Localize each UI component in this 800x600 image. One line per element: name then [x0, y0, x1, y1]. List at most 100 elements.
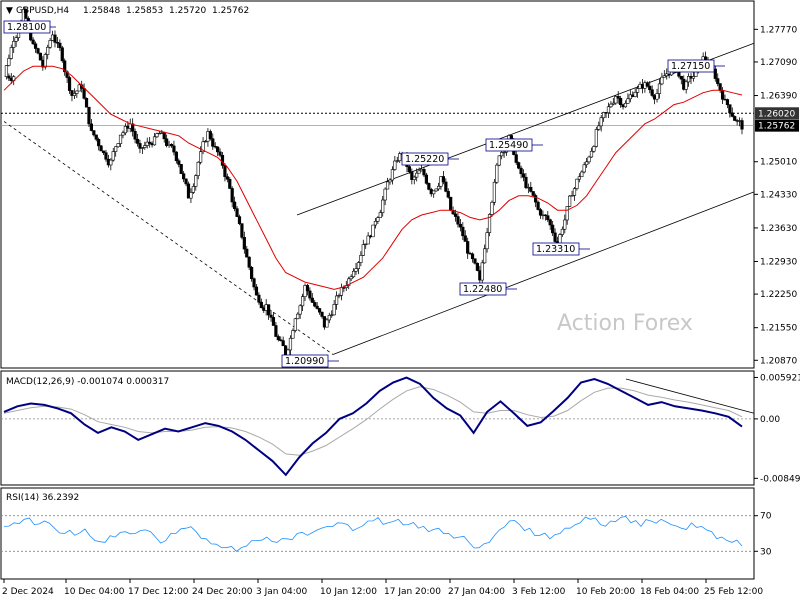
candle-body — [725, 99, 730, 106]
candle-body — [257, 294, 261, 303]
time-tick-label: 3 Feb 12:00 — [512, 587, 566, 597]
candle-body — [308, 290, 312, 299]
candle-body — [361, 244, 365, 256]
price-annotation-label: 1.20990 — [285, 356, 324, 367]
candle-body — [354, 268, 358, 272]
candle-body — [432, 190, 436, 195]
candle-body — [184, 178, 188, 185]
candle-body — [466, 241, 470, 254]
candle-body — [606, 106, 611, 114]
candle-body — [36, 48, 40, 54]
candle-body — [572, 188, 577, 196]
candle-body — [480, 262, 484, 281]
candle-body — [203, 140, 208, 143]
candle-body — [31, 39, 35, 45]
candle-body — [274, 325, 278, 337]
candle-body — [337, 294, 341, 297]
candle-body — [116, 143, 120, 148]
candle-body — [152, 136, 157, 146]
candle-body — [140, 147, 144, 149]
candle-body — [24, 9, 28, 19]
time-tick-label: 10 Jan 12:00 — [320, 587, 377, 597]
candle-body — [325, 319, 329, 328]
candle-body — [233, 201, 237, 209]
candle-body — [611, 102, 615, 105]
candle-body — [548, 219, 552, 226]
price-annotation-label: 1.27150 — [671, 61, 710, 72]
candle-body — [55, 42, 60, 44]
candle-body — [33, 43, 38, 49]
candle-body — [225, 176, 229, 180]
candle-body — [716, 78, 720, 84]
time-tick-label: 18 Feb 04:00 — [640, 587, 699, 597]
candle-body — [449, 196, 453, 211]
candle-body — [191, 186, 195, 193]
candle-body — [245, 248, 249, 258]
candle-body — [162, 132, 166, 140]
candle-body — [381, 199, 385, 213]
candle-body — [330, 314, 334, 316]
candle-body — [655, 93, 659, 100]
ohlc-low: 1.25720 — [169, 6, 206, 16]
candle-body — [208, 131, 212, 139]
candle-body — [371, 224, 375, 238]
candle-body — [174, 151, 178, 162]
rsi-line — [3, 515, 743, 552]
candle-body — [104, 152, 108, 160]
candle-body — [114, 146, 118, 152]
candle-body — [259, 301, 263, 309]
candle-body — [497, 155, 501, 166]
price-tick-label: 1.24330 — [760, 190, 797, 200]
candle-body — [565, 206, 569, 221]
price-tick-label: 1.27090 — [760, 58, 797, 68]
candle-body — [177, 160, 181, 165]
candle-body — [531, 191, 535, 196]
candle-body — [602, 112, 606, 119]
candle-body — [72, 93, 77, 96]
candle-body — [172, 145, 176, 153]
candle-body — [551, 224, 555, 234]
candle-body — [626, 98, 630, 104]
macd-trend-line — [625, 378, 755, 414]
candle-body — [143, 145, 147, 148]
candle-body — [87, 106, 91, 125]
candle-body — [483, 248, 487, 264]
symbol-indicator-icon: ▼ — [6, 6, 13, 16]
candle-body — [594, 129, 598, 147]
candle-body — [677, 71, 681, 77]
candle-body — [145, 141, 149, 146]
candle-body — [196, 161, 200, 176]
candle-body — [99, 145, 103, 152]
candle-body — [614, 96, 618, 104]
price-tick-label: 1.21550 — [760, 324, 797, 334]
candle-body — [492, 181, 496, 203]
macd-tick-label: 0.00 — [760, 415, 780, 425]
candle-body — [67, 77, 72, 91]
candle-body — [463, 235, 467, 242]
candle-body — [616, 96, 620, 99]
candle-body — [534, 195, 538, 203]
rsi-layer — [1, 515, 754, 552]
candle-body — [720, 90, 725, 100]
candle-body — [444, 181, 448, 192]
candle-body — [293, 318, 297, 331]
candle-body — [648, 85, 652, 91]
candle-body — [220, 154, 225, 166]
candle-body — [240, 223, 244, 238]
candle-body — [317, 308, 322, 313]
candle-body — [434, 188, 438, 192]
candle-body — [684, 81, 688, 90]
candle-body — [538, 209, 543, 216]
candle-body — [383, 188, 387, 201]
candle-body — [718, 83, 722, 91]
candle-body — [424, 174, 429, 184]
candle-body — [135, 138, 140, 144]
candle-body — [63, 60, 67, 73]
candle-body — [570, 195, 574, 197]
price-tick-label: 1.26390 — [760, 92, 797, 102]
candle-body — [305, 285, 310, 292]
candle-body — [385, 181, 390, 190]
candle-body — [517, 162, 521, 169]
candle-body — [7, 58, 11, 66]
